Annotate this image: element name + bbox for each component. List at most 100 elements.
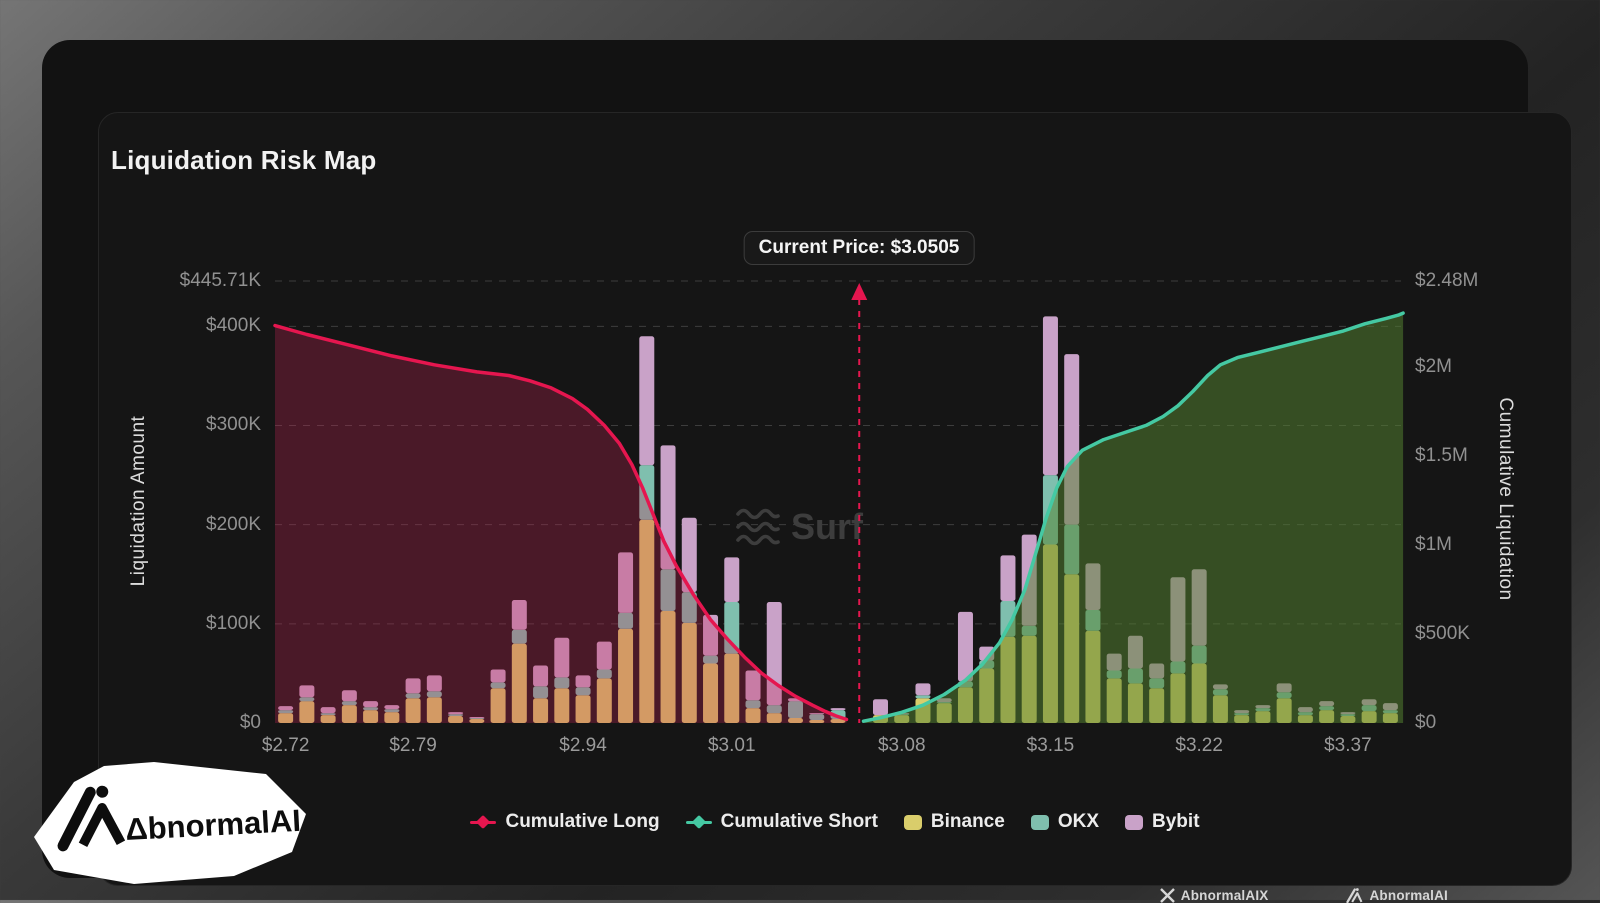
- bar-segment-okx[interactable]: [596, 669, 612, 679]
- watermark: Surf: [735, 505, 863, 549]
- bar-segment-binance[interactable]: [618, 628, 634, 723]
- bar-segment-binance[interactable]: [830, 719, 846, 723]
- bar-segment-okx[interactable]: [660, 569, 676, 611]
- bar-segment-okx[interactable]: [448, 714, 464, 717]
- footer-x-handle: AbnormalAIX: [1180, 888, 1269, 903]
- bar-segment-binance[interactable]: [299, 701, 315, 723]
- legend-item-cumulative-short[interactable]: Cumulative Short: [685, 811, 878, 833]
- bar-segment-binance[interactable]: [724, 653, 740, 723]
- bar-segment-okx[interactable]: [278, 710, 294, 714]
- bar-stack: [448, 712, 464, 723]
- bar-segment-okx[interactable]: [788, 701, 804, 719]
- bar-segment-binance[interactable]: [363, 710, 379, 723]
- legend-item-cumulative-long[interactable]: Cumulative Long: [470, 811, 660, 833]
- bar-segment-bybit[interactable]: [341, 690, 357, 702]
- chart-plot-area[interactable]: [273, 280, 1405, 724]
- bar-segment-bybit[interactable]: [575, 675, 591, 688]
- bar-segment-okx[interactable]: [511, 629, 527, 644]
- bar-segment-binance[interactable]: [533, 698, 549, 723]
- bar-segment-okx[interactable]: [405, 693, 421, 699]
- bar-segment-okx[interactable]: [490, 682, 506, 689]
- bar-segment-binance[interactable]: [426, 697, 442, 723]
- bar-segment-okx[interactable]: [299, 697, 315, 702]
- bar-segment-okx[interactable]: [703, 655, 719, 664]
- bar-segment-binance[interactable]: [575, 695, 591, 723]
- liquidation-chart[interactable]: [273, 280, 1405, 724]
- bar-segment-okx[interactable]: [363, 707, 379, 711]
- bar-segment-okx[interactable]: [469, 718, 485, 720]
- legend-item-binance[interactable]: Binance: [903, 811, 1005, 833]
- bar-segment-bybit[interactable]: [915, 683, 931, 696]
- bar-segment-okx[interactable]: [618, 612, 634, 629]
- bar-segment-binance[interactable]: [278, 713, 294, 723]
- bar-segment-bybit[interactable]: [448, 712, 464, 715]
- bar-segment-okx[interactable]: [426, 691, 442, 698]
- bar-segment-bybit[interactable]: [724, 557, 740, 603]
- bar-segment-okx[interactable]: [766, 705, 782, 714]
- bar-segment-binance[interactable]: [384, 712, 400, 723]
- bar-segment-bybit[interactable]: [745, 670, 761, 701]
- bar-segment-bybit[interactable]: [596, 641, 612, 670]
- bar-segment-okx[interactable]: [809, 714, 825, 721]
- bar-segment-bybit[interactable]: [490, 669, 506, 683]
- bar-segment-bybit[interactable]: [809, 713, 825, 715]
- bar-segment-bybit[interactable]: [681, 517, 697, 593]
- bar-segment-bybit[interactable]: [384, 705, 400, 710]
- bar-segment-okx[interactable]: [681, 592, 697, 623]
- bar-segment-bybit[interactable]: [830, 708, 846, 711]
- x-axis-tick: $3.22: [1175, 735, 1223, 756]
- bar-segment-okx[interactable]: [575, 687, 591, 696]
- bar-segment-binance[interactable]: [681, 622, 697, 723]
- bar-segment-binance[interactable]: [809, 720, 825, 723]
- bar-segment-okx[interactable]: [745, 700, 761, 709]
- left-axis-tick: $400K: [206, 315, 261, 337]
- bar-segment-bybit[interactable]: [554, 637, 570, 678]
- bar-segment-bybit[interactable]: [363, 701, 379, 708]
- bar-segment-okx[interactable]: [533, 686, 549, 699]
- bar-segment-binance[interactable]: [341, 705, 357, 723]
- bar-segment-bybit[interactable]: [618, 552, 634, 613]
- bar-stack: [745, 670, 761, 723]
- bar-segment-bybit[interactable]: [511, 600, 527, 630]
- bar-segment-bybit[interactable]: [278, 706, 294, 711]
- bar-segment-bybit[interactable]: [469, 717, 485, 719]
- bar-segment-binance[interactable]: [745, 708, 761, 723]
- bar-segment-binance[interactable]: [766, 713, 782, 723]
- bar-segment-binance[interactable]: [596, 678, 612, 723]
- bar-segment-bybit[interactable]: [426, 675, 442, 692]
- bar-segment-okx[interactable]: [554, 677, 570, 689]
- bar-segment-okx[interactable]: [915, 695, 931, 699]
- bar-segment-bybit[interactable]: [320, 707, 336, 714]
- x-axis-tick: $2.72: [261, 735, 310, 756]
- right-axis-tick: $500K: [1415, 622, 1470, 644]
- bar-segment-binance[interactable]: [660, 610, 676, 723]
- bar-segment-binance[interactable]: [448, 716, 464, 723]
- bar-segment-binance[interactable]: [788, 718, 804, 723]
- bar-segment-bybit[interactable]: [533, 665, 549, 687]
- bar-segment-binance[interactable]: [490, 688, 506, 723]
- bar-stack: [575, 675, 591, 723]
- bar-segment-binance[interactable]: [320, 715, 336, 723]
- bar-segment-binance[interactable]: [639, 519, 655, 723]
- left-axis-tick: $200K: [206, 513, 261, 535]
- bar-segment-binance[interactable]: [405, 698, 421, 723]
- legend-item-bybit[interactable]: Bybit: [1125, 811, 1200, 833]
- bar-segment-bybit[interactable]: [872, 699, 888, 716]
- right-axis-tick: $0: [1415, 712, 1437, 733]
- bar-segment-binance[interactable]: [554, 688, 570, 723]
- bar-segment-bybit[interactable]: [299, 685, 315, 698]
- bar-segment-okx[interactable]: [384, 709, 400, 713]
- bar-segment-okx[interactable]: [320, 713, 336, 716]
- bar-stack: [660, 445, 676, 723]
- bar-segment-binance[interactable]: [469, 719, 485, 723]
- bar-segment-bybit[interactable]: [405, 678, 421, 694]
- bar-segment-binance[interactable]: [511, 643, 527, 723]
- bar-segment-binance[interactable]: [703, 663, 719, 724]
- bar-stack: [363, 701, 379, 723]
- bar-segment-bybit[interactable]: [1042, 316, 1058, 476]
- bar-segment-bybit[interactable]: [639, 336, 655, 466]
- bar-segment-bybit[interactable]: [1000, 555, 1016, 602]
- bar-segment-okx[interactable]: [341, 701, 357, 706]
- legend-item-okx[interactable]: OKX: [1030, 811, 1099, 833]
- bar-segment-bybit[interactable]: [957, 611, 973, 682]
